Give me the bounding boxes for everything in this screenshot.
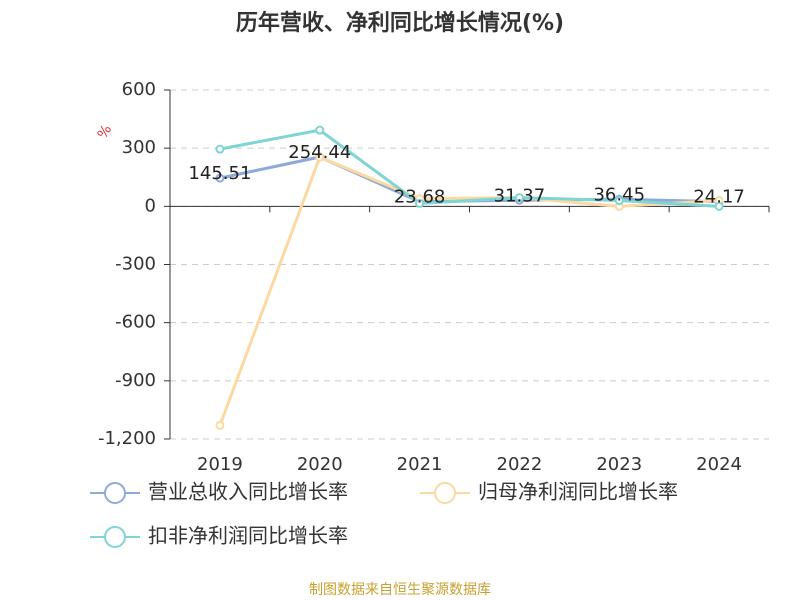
data-label: 23.68 xyxy=(394,187,446,208)
data-label: 254.44 xyxy=(288,142,351,163)
y-tick-label: -600 xyxy=(115,312,156,333)
y-tick-label: -1,200 xyxy=(98,428,156,449)
y-tick-label: -300 xyxy=(115,254,156,275)
y-tick-label: 0 xyxy=(145,195,156,216)
series-line xyxy=(218,155,720,426)
y-tick-label: 300 xyxy=(122,137,156,158)
y-axis-label: % xyxy=(95,122,116,142)
point xyxy=(714,201,724,211)
x-tick-label: 2024 xyxy=(696,454,742,475)
point xyxy=(315,125,325,135)
data-label: 145.51 xyxy=(188,163,251,184)
x-tick-label: 2023 xyxy=(596,454,642,475)
point xyxy=(215,420,225,430)
legend-label: 营业总收入同比增长率 xyxy=(148,480,348,504)
legend-label: 扣非净利润同比增长率 xyxy=(148,524,348,548)
point xyxy=(315,152,325,162)
x-tick-label: 2021 xyxy=(397,454,443,475)
x-tick-label: 2022 xyxy=(497,454,543,475)
x-tick-label: 2020 xyxy=(297,454,343,475)
point xyxy=(215,144,225,154)
data-label: 31.37 xyxy=(494,185,546,206)
x-tick-label: 2019 xyxy=(197,454,243,475)
point xyxy=(614,196,624,206)
source-note: 制图数据来自恒生聚源数据库 xyxy=(309,582,491,598)
series-line xyxy=(219,128,720,208)
point xyxy=(415,198,425,208)
legend-marker xyxy=(104,526,126,548)
chart-title: 历年营收、净利同比增长情况(%) xyxy=(236,10,564,36)
point xyxy=(514,193,524,203)
y-tick-label: 600 xyxy=(122,79,156,100)
legend-marker xyxy=(104,482,126,504)
y-tick-label: -900 xyxy=(115,370,156,391)
data-label: 24.17 xyxy=(693,187,745,208)
legend-label: 归母净利润同比增长率 xyxy=(478,480,678,504)
legend-marker xyxy=(434,482,456,504)
data-label: 36.45 xyxy=(593,184,645,205)
point xyxy=(215,173,225,183)
